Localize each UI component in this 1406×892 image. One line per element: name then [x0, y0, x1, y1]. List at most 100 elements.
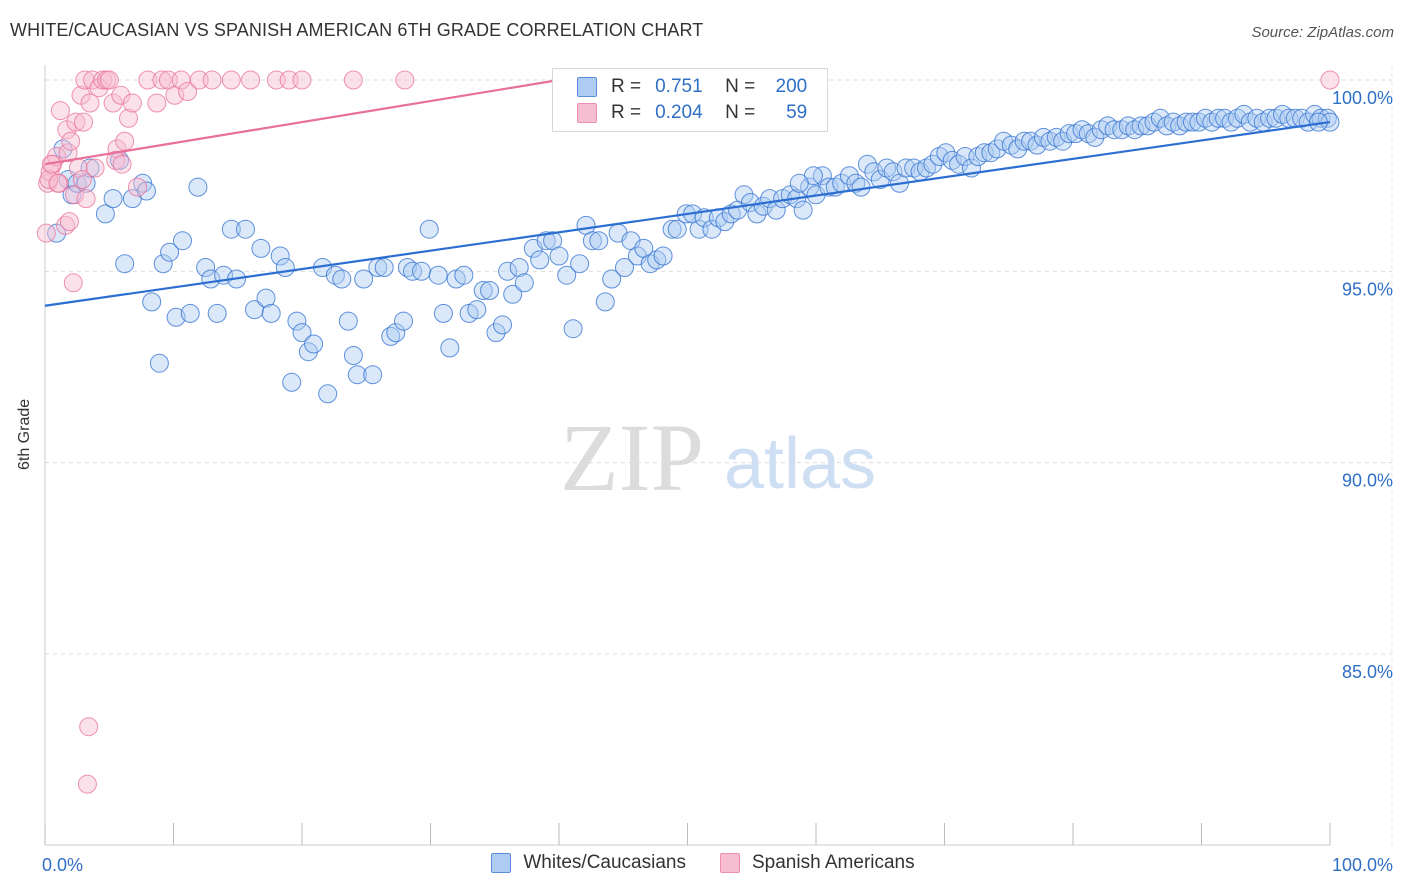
trend-line-whites: [44, 121, 1331, 307]
data-point: [152, 70, 172, 90]
data-point: [839, 166, 859, 186]
data-point: [115, 254, 135, 274]
legend-swatch-pink: [577, 103, 597, 123]
data-point: [1131, 116, 1151, 136]
legend-row-spanish: R = 0.204 N = 59: [577, 101, 807, 125]
data-point: [103, 189, 123, 209]
data-point: [1078, 124, 1098, 144]
data-point: [241, 70, 261, 90]
y-tick-label: 85.0%: [1342, 662, 1393, 682]
data-point: [589, 231, 609, 251]
data-point: [1001, 135, 1021, 155]
legend-item-whites[interactable]: Whites/Caucasians: [491, 852, 686, 874]
data-point: [883, 162, 903, 182]
data-point: [77, 774, 97, 794]
data-point: [428, 265, 448, 285]
data-point: [343, 346, 363, 365]
data-point: [1125, 120, 1145, 140]
data-point: [202, 70, 222, 90]
data-point: [1104, 120, 1124, 140]
y-tick-label: 100.0%: [1332, 88, 1393, 108]
data-point: [343, 70, 363, 90]
data-point: [467, 300, 487, 320]
data-point: [557, 265, 577, 285]
data-point: [498, 261, 518, 281]
data-point: [936, 143, 956, 163]
data-point: [66, 112, 86, 132]
data-point: [318, 384, 338, 404]
data-point: [374, 258, 394, 277]
data-point: [419, 219, 439, 239]
x-tick-label: 100.0%: [1332, 855, 1393, 875]
data-point: [221, 219, 241, 239]
data-point: [381, 326, 401, 346]
data-point: [74, 112, 93, 132]
data-point: [282, 372, 302, 392]
data-point: [173, 231, 192, 251]
data-point: [896, 158, 916, 178]
series-spanish-points: [36, 70, 1340, 794]
legend-n-value: 200: [775, 76, 808, 97]
data-point: [789, 173, 809, 193]
data-point: [1059, 124, 1079, 144]
watermark-atlas: atlas: [724, 424, 876, 504]
data-point: [412, 261, 431, 281]
data-point: [503, 284, 523, 304]
data-point: [1320, 70, 1340, 90]
data-point: [251, 238, 271, 258]
data-point: [1202, 112, 1222, 132]
data-point: [347, 365, 367, 385]
data-point: [178, 82, 198, 101]
data-point: [72, 170, 92, 189]
data-point: [857, 154, 877, 174]
data-point: [292, 323, 312, 343]
data-point: [1170, 116, 1190, 136]
data-point: [974, 143, 994, 163]
data-point: [261, 303, 281, 323]
data-point: [1027, 135, 1047, 155]
watermark: ZIP atlas: [560, 404, 876, 511]
legend-label-whites: Whites/Caucasians: [523, 852, 686, 873]
data-point: [480, 281, 500, 300]
data-point: [236, 219, 255, 239]
data-point: [142, 292, 162, 312]
data-point: [386, 323, 406, 343]
data-point: [48, 173, 68, 193]
data-point: [188, 177, 208, 197]
data-point: [563, 319, 583, 339]
data-point: [287, 311, 307, 331]
data-point: [63, 273, 83, 293]
data-point: [929, 147, 949, 166]
data-point: [662, 219, 682, 239]
data-point: [1046, 127, 1066, 147]
data-point: [275, 258, 295, 277]
data-point: [79, 717, 99, 737]
data-point: [119, 108, 138, 128]
data-point: [1085, 127, 1105, 147]
data-point: [530, 250, 550, 270]
data-point: [115, 131, 135, 151]
data-point: [1260, 108, 1280, 128]
data-point: [65, 185, 85, 205]
data-point: [536, 231, 556, 251]
data-point: [1098, 116, 1118, 136]
legend-item-spanish[interactable]: Spanish Americans: [719, 852, 915, 874]
data-point: [338, 311, 358, 331]
chart-title: WHITE/CAUCASIAN VS SPANISH AMERICAN 6TH …: [10, 20, 704, 40]
data-point: [949, 154, 969, 174]
data-point: [1208, 108, 1228, 128]
data-point: [734, 185, 754, 205]
legend-swatch-pink: [719, 853, 740, 873]
data-point: [397, 258, 417, 277]
data-point: [819, 177, 839, 197]
data-point: [95, 204, 115, 224]
data-point: [189, 70, 209, 90]
data-point: [653, 246, 673, 266]
data-point: [851, 177, 871, 197]
data-point: [864, 162, 884, 182]
data-point: [570, 254, 590, 274]
data-point: [1150, 108, 1170, 128]
data-point: [128, 177, 147, 197]
legend-r-label: R =: [611, 76, 642, 97]
